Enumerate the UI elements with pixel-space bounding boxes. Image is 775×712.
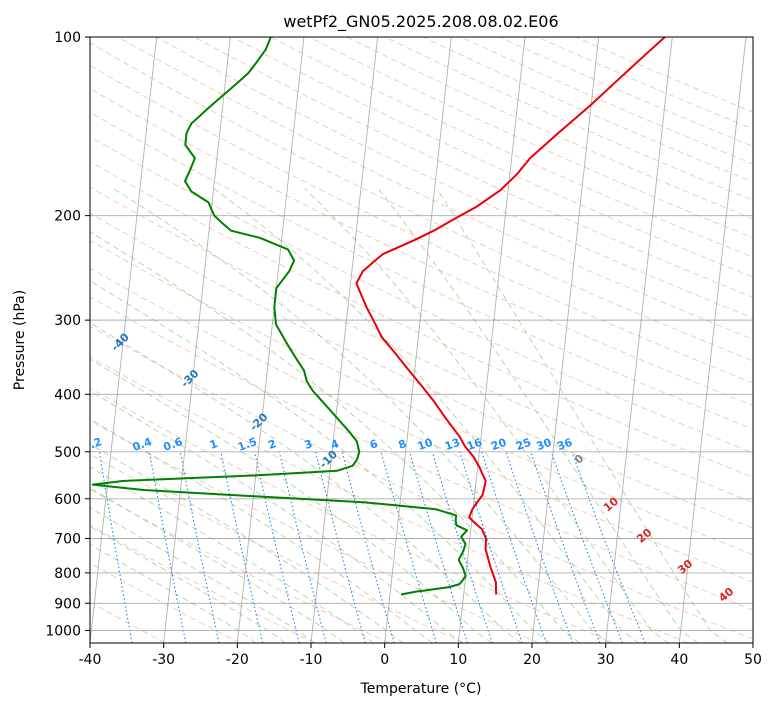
y-tick-label: 500 bbox=[54, 445, 81, 461]
x-axis-label: Temperature (°C) bbox=[360, 681, 482, 697]
y-tick-label: 1000 bbox=[45, 623, 81, 639]
x-tick-label: -40 bbox=[79, 652, 102, 668]
x-tick-label: 30 bbox=[597, 652, 615, 668]
y-tick-label: 300 bbox=[54, 313, 81, 329]
y-tick-label: 200 bbox=[54, 209, 81, 225]
x-tick-label: 50 bbox=[744, 652, 762, 668]
y-tick-label: 100 bbox=[54, 30, 81, 46]
x-tick-label: -10 bbox=[300, 652, 323, 668]
y-tick-label: 800 bbox=[54, 566, 81, 582]
y-axis-label: Pressure (hPa) bbox=[12, 290, 28, 390]
x-tick-label: 10 bbox=[449, 652, 467, 668]
y-tick-label: 900 bbox=[54, 596, 81, 612]
x-tick-label: -30 bbox=[152, 652, 175, 668]
x-tick-label: 20 bbox=[523, 652, 541, 668]
x-tick-label: 40 bbox=[670, 652, 688, 668]
x-tick-label: 0 bbox=[380, 652, 389, 668]
y-tick-label: 400 bbox=[54, 387, 81, 403]
x-tick-label: -20 bbox=[226, 652, 249, 668]
y-tick-label: 700 bbox=[54, 532, 81, 548]
chart-title: wetPf2_GN05.2025.208.08.02.E06 bbox=[283, 12, 558, 32]
y-tick-label: 600 bbox=[54, 492, 81, 508]
